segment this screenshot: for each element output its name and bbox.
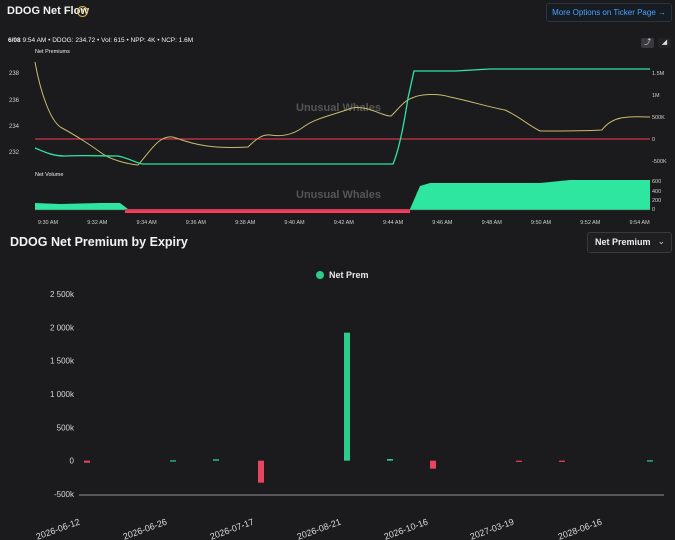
expiry-title: DDOG Net Premium by Expiry [10,235,188,249]
status-ticker: DDOG: 234.72 [52,37,96,44]
time-tick: 9:50 AM [531,220,552,226]
status-date: 6/08 [8,37,21,44]
volume-area [35,180,650,210]
metric-select-value: Net Premium [595,237,651,247]
premium-tick: 1.5M [652,71,665,77]
watermark-volume: Unusual Whales [296,189,381,201]
chevron-down-icon: ⌄ [657,236,665,246]
premium-tick: -500K [652,159,667,165]
y-tick-label: 0 [70,457,75,466]
time-tick: 9:42 AM [334,220,355,226]
time-tick: 9:34 AM [137,220,158,226]
price-tick: 236 [9,98,20,104]
y-tick-label: 2 000k [50,323,75,332]
price-line [34,61,651,166]
status-ncp: NCP: 1.6M [161,37,194,44]
info-icon[interactable]: i [77,6,88,17]
bar [559,460,565,462]
bar [344,332,350,461]
net-volume-label: Net Volume [35,172,63,178]
legend-swatch [316,271,324,279]
premium-tick: 500K [652,115,665,121]
bar [258,460,264,483]
x-tick-label: 2026-08-21 [296,517,343,540]
time-tick: 9:44 AM [383,220,404,226]
bar [170,460,176,462]
x-tick-label: 2026-06-12 [35,517,82,540]
bar [647,460,653,462]
x-tick-label: 2026-07-17 [209,517,256,540]
time-tick: 9:46 AM [432,220,453,226]
time-tick: 9:30 AM [38,220,59,226]
legend-label: Net Prem [329,270,369,280]
time-tick: 9:36 AM [186,220,207,226]
bar [213,459,219,461]
x-tick-label: 2027-03-19 [469,517,516,540]
header-bar: DDOG Net Flow i More Options on Ticker P… [0,0,675,26]
line-chart-icon[interactable]: ⤴ [641,38,654,48]
more-options-button[interactable]: More Options on Ticker Page → [546,3,672,22]
watermark: Unusual Whales [296,102,381,114]
volume-tick: 400 [652,189,661,195]
price-tick: 232 [9,150,20,156]
bar [387,459,393,461]
time-tick: 9:38 AM [235,220,256,226]
time-tick: 9:52 AM [580,220,601,226]
time-tick: 9:40 AM [284,220,305,226]
volume-tick: 200 [652,198,661,204]
y-tick-label: 1 000k [50,390,75,399]
x-tick-label: 2026-10-16 [383,517,430,540]
time-tick: 9:48 AM [482,220,503,226]
area-chart-icon[interactable]: ◢ [658,38,671,48]
net-premium-by-expiry-chart: 2 500k 2 000k 1 500k 1 000k 500k 0 -500k 2026-0… [35,290,664,540]
net-flow-chart: Net Premiums Net Volume Unusual Whales U… [9,49,667,226]
premium-line [34,68,650,165]
price-tick: 234 [9,124,20,130]
metric-select[interactable]: Net Premium ⌄ [587,232,672,253]
page-title: DDOG Net Flow [7,5,89,17]
status-time: 9:54 AM [22,37,47,44]
x-tick-label: 2028-06-16 [557,517,604,540]
volume-tick: 600 [652,179,661,185]
net-premiums-label: Net Premiums [35,49,70,55]
premium-tick: 1M [652,93,660,99]
bar [430,460,436,469]
status-line: 6/08 9:54 AM • DDOG: 234.72 • Vol: 615 •… [8,37,194,44]
chart-legend[interactable]: Net Prem [316,270,369,280]
volume-tick: 0 [652,207,655,213]
bar [84,460,90,463]
price-tick: 238 [9,71,20,77]
bar [516,460,522,462]
y-tick-label: -500k [54,490,75,499]
status-npp: NPP: 4K [130,37,156,44]
volume-negative [125,209,410,213]
x-tick-label: 2026-06-26 [122,517,169,540]
time-tick: 9:32 AM [87,220,108,226]
y-tick-label: 1 500k [50,357,75,366]
premium-tick: 0 [652,137,655,143]
y-tick-label: 2 500k [50,290,75,299]
time-tick: 9:54 AM [630,220,651,226]
y-tick-label: 500k [57,423,75,432]
status-vol: Vol: 615 [101,37,125,44]
